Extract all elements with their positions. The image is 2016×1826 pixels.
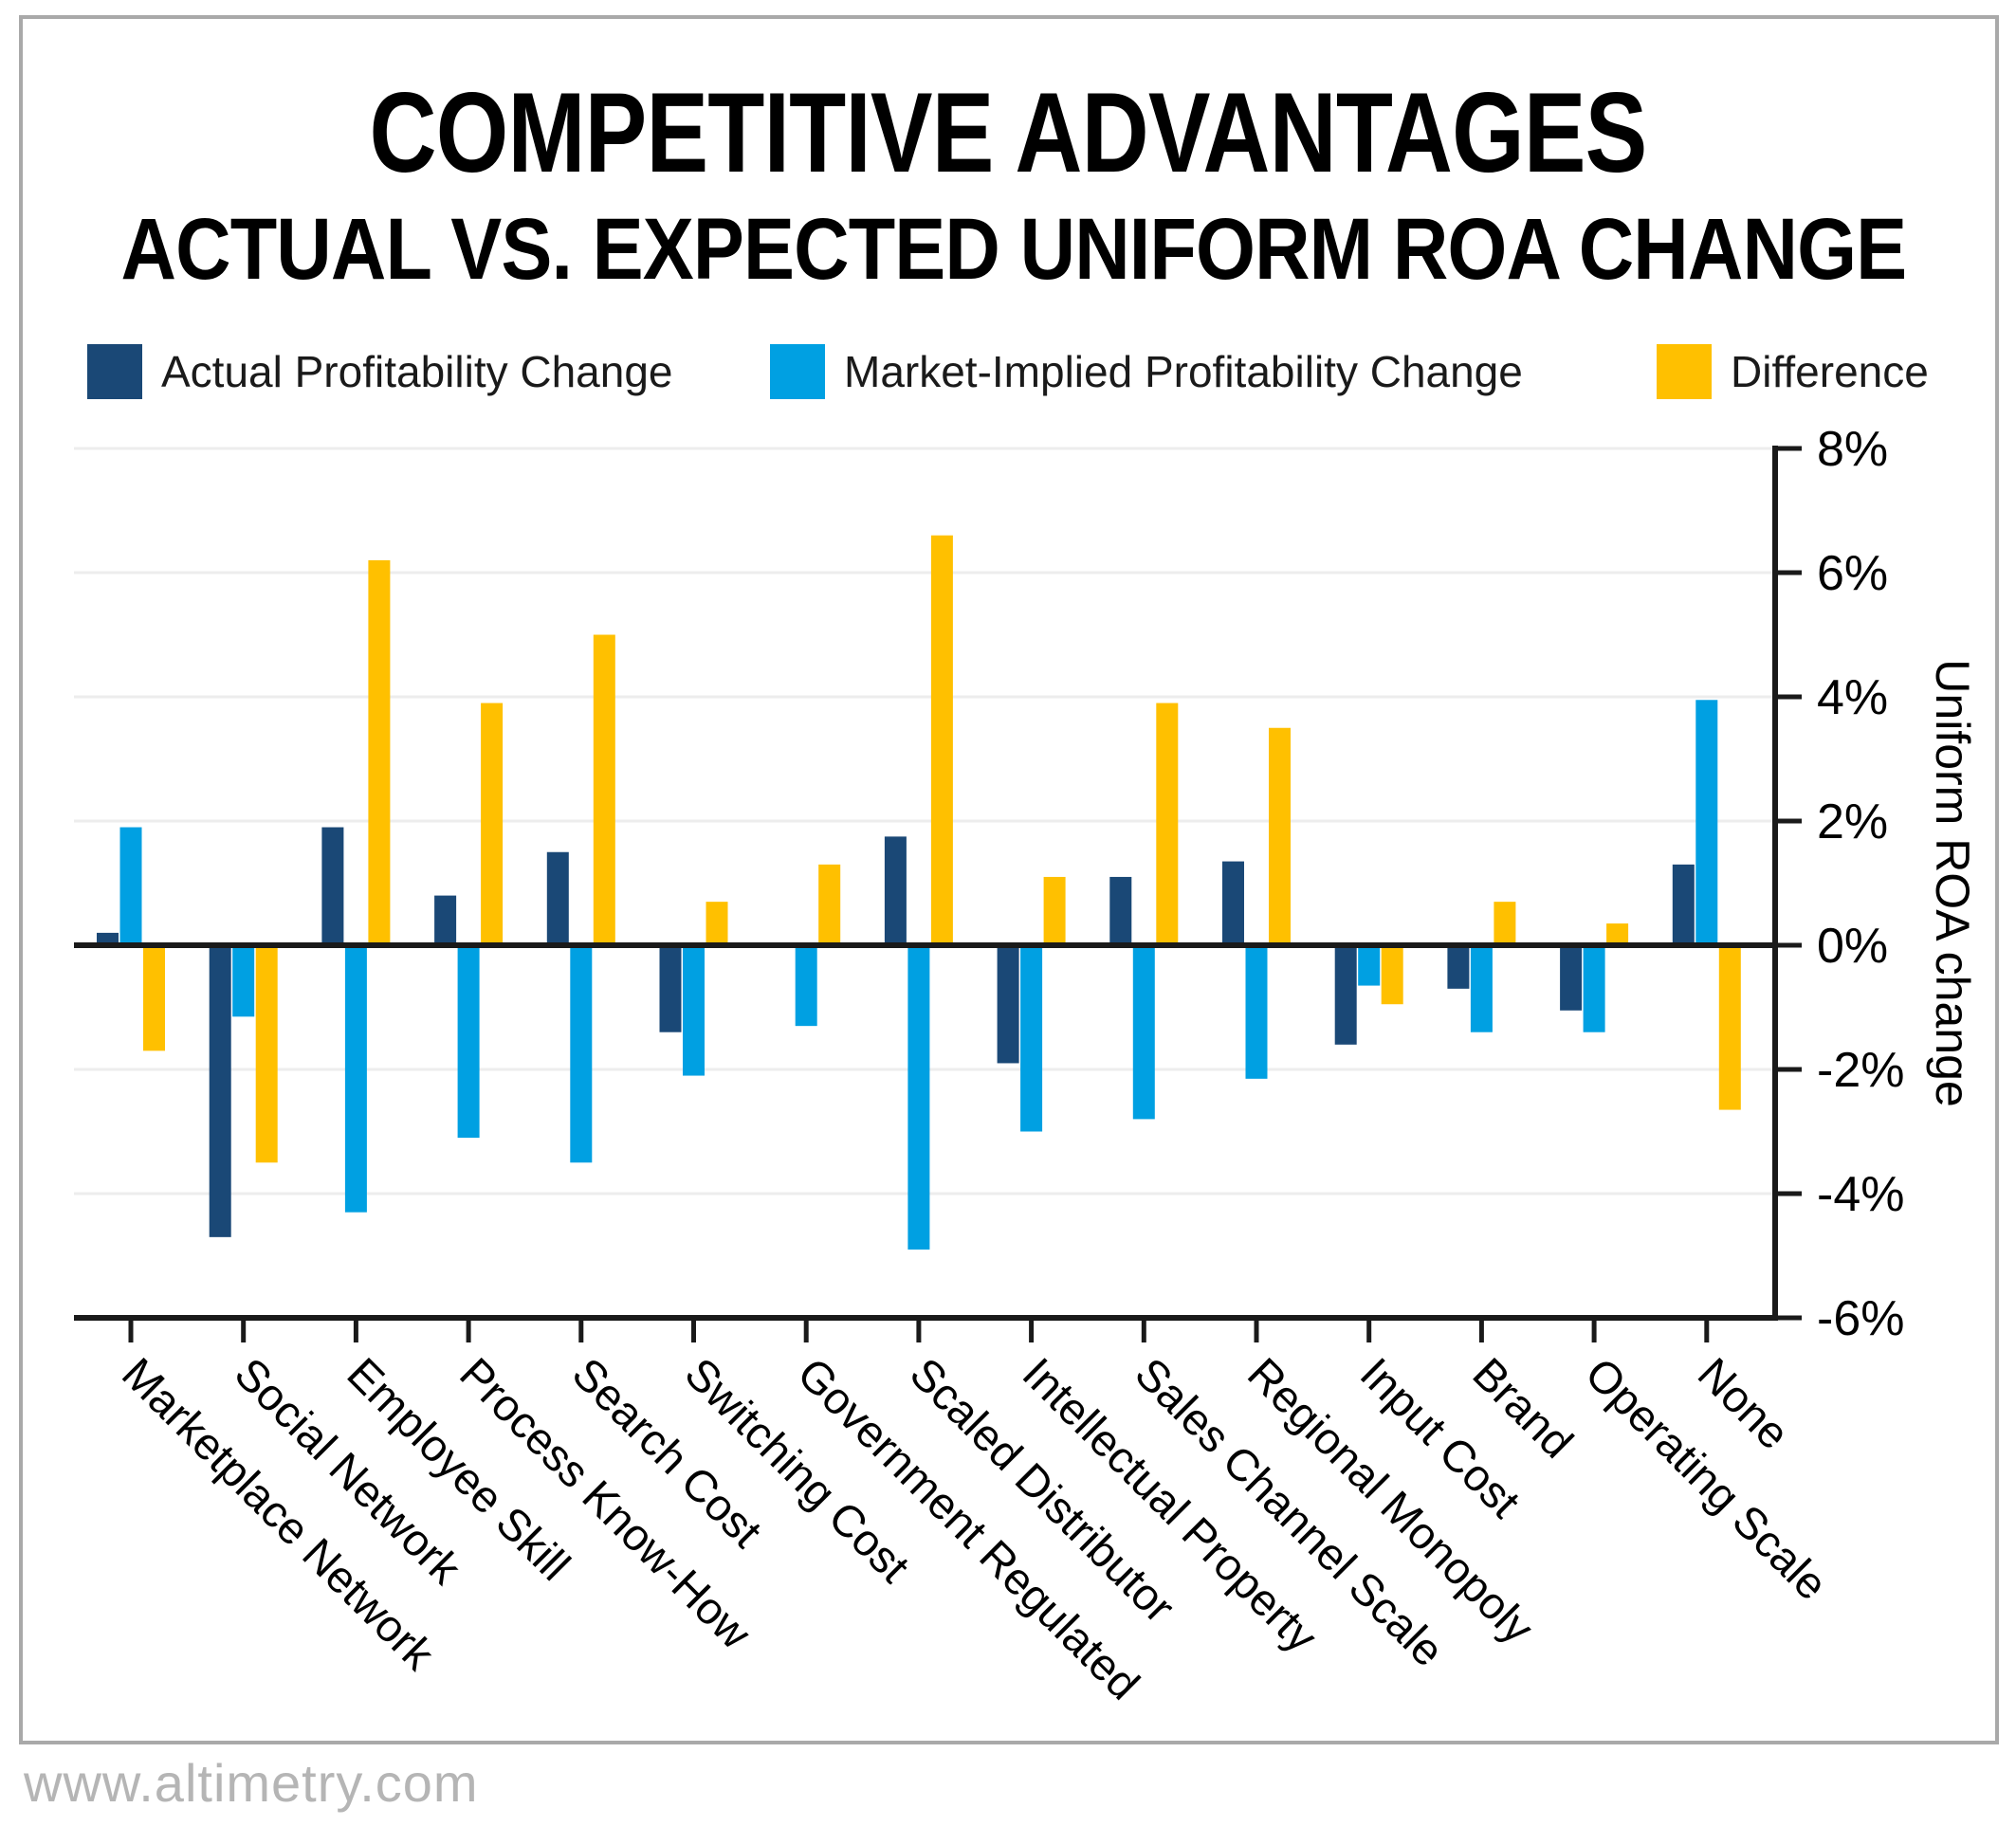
bar-difference [1043,876,1066,945]
chart-frame [19,15,1999,1744]
bar-difference [481,703,504,945]
bar-implied [1132,945,1155,1120]
y-tick-label: -2% [1817,1043,1904,1098]
bar-implied [1583,945,1605,1032]
bar-difference [1718,945,1741,1110]
bar-actual [1447,945,1470,989]
bar-implied [344,945,367,1213]
bar-implied [1245,945,1268,1079]
bar-actual [1334,945,1357,1045]
bar-difference [1156,703,1179,945]
legend-label-1: Actual Profitability Change [161,347,673,396]
chart-title: COMPETITIVE ADVANTAGES [369,69,1648,196]
bar-difference [930,535,953,945]
bar-implied [1470,945,1493,1032]
website-watermark: www.altimetry.com [24,1753,479,1813]
bar-implied [1020,945,1043,1132]
y-tick-label: -4% [1817,1167,1904,1222]
bar-difference [1494,902,1516,945]
bar-difference [1269,727,1291,945]
bar-implied [1358,945,1381,986]
bar-actual [1560,945,1583,1011]
bar-actual [997,945,1019,1064]
legend-swatch-1 [87,344,142,399]
bar-actual [321,827,344,945]
y-tick-label: 2% [1817,794,1888,849]
y-tick-label: 4% [1817,670,1888,725]
bar-actual [1109,876,1132,945]
bar-difference [143,945,165,1051]
bar-actual [434,895,457,945]
bar-difference [818,864,841,945]
bar-difference [593,634,615,945]
legend-swatch-2 [770,344,825,399]
bar-difference [255,945,278,1163]
y-tick-label: 0% [1817,919,1888,974]
bar-actual [209,945,231,1237]
bar-implied [795,945,817,1027]
y-tick-label: 6% [1817,546,1888,601]
y-axis-title: Uniform ROA change [1926,659,1979,1106]
bar-implied [232,945,255,1017]
legend-label-3: Difference [1731,347,1929,396]
chart-subtitle: ACTUAL VS. EXPECTED UNIFORM ROA CHANGE [120,201,1908,298]
bar-actual [1672,864,1695,945]
bar-implied [119,827,142,945]
bar-difference [1606,923,1629,945]
bar-actual [97,932,119,945]
bar-implied [1695,700,1718,945]
bar-difference [368,559,391,945]
bar-implied [907,945,930,1250]
bar-difference [1381,945,1403,1005]
bar-implied [570,945,593,1163]
y-tick-label: -6% [1817,1291,1904,1346]
bar-actual [1222,861,1244,945]
y-tick-label: 8% [1817,422,1888,477]
bar-implied [457,945,480,1139]
legend-swatch-3 [1657,344,1712,399]
bar-actual [659,945,682,1032]
legend-label-2: Market-Implied Profitability Change [844,347,1523,396]
bar-actual [546,851,569,945]
bar-implied [683,945,705,1076]
bar-actual [884,836,907,945]
bar-difference [706,902,728,945]
